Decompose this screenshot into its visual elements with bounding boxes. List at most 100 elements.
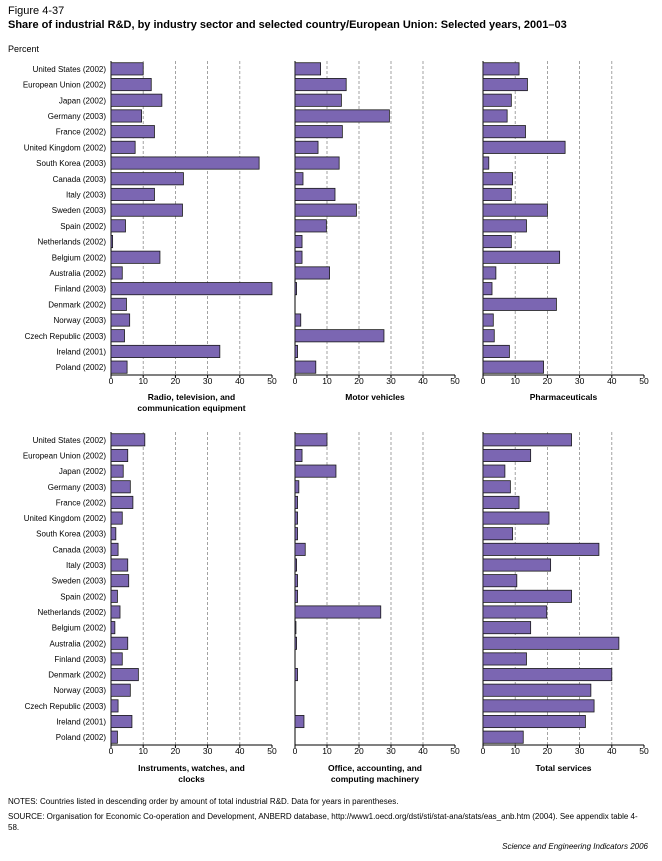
bar [294, 433, 328, 447]
category-label: European Union (2002) [23, 451, 107, 460]
x-tick-label: 30 [203, 376, 213, 386]
bar [482, 266, 497, 280]
x-tick-label: 0 [109, 376, 114, 386]
category-label: Spain (2002) [60, 222, 106, 231]
bar [482, 652, 527, 666]
bar [110, 78, 152, 92]
bar [482, 480, 511, 494]
category-label: United Kingdom (2002) [24, 514, 107, 523]
bar [110, 235, 114, 249]
bar [482, 636, 620, 650]
category-label: France (2002) [56, 498, 107, 507]
bar [110, 62, 144, 76]
chart-area: 0 10 20 30 40 50 United States (2002) European … [23, 61, 649, 784]
bar [482, 448, 532, 462]
bar [482, 511, 550, 525]
bar [294, 93, 342, 107]
bar [110, 250, 161, 264]
bar [110, 219, 126, 233]
notes-block: NOTES: Countries listed in descending or… [8, 796, 648, 837]
bar [482, 78, 528, 92]
bar [110, 589, 118, 603]
bar [482, 156, 490, 170]
credit-text: Science and Engineering Indicators 2006 [502, 842, 648, 851]
bar [110, 203, 183, 217]
category-label: Canada (2003) [53, 175, 107, 184]
category-label: Belgium (2002) [52, 253, 107, 262]
bar [294, 511, 298, 525]
x-tick-label: 10 [510, 376, 520, 386]
bar [110, 636, 129, 650]
category-label: Italy (2003) [66, 561, 106, 570]
bar [482, 203, 548, 217]
x-tick-label: 20 [543, 376, 553, 386]
category-label: Norway (2003) [54, 316, 107, 325]
category-label: Germany (2003) [48, 112, 107, 121]
category-label: Sweden (2003) [52, 577, 107, 586]
bar [110, 313, 131, 327]
category-label: Poland (2002) [56, 363, 107, 372]
bar [482, 235, 512, 249]
x-tick-label: 40 [607, 746, 617, 756]
bar [110, 109, 142, 123]
x-tick-label: 30 [386, 376, 396, 386]
bar [482, 464, 506, 478]
bar [110, 297, 127, 311]
category-label: Finland (2003) [54, 655, 106, 664]
notes-text: NOTES: Countries listed in descending or… [8, 797, 399, 806]
x-tick-label: 10 [510, 746, 520, 756]
bar [294, 636, 298, 650]
bar [294, 574, 298, 588]
x-tick-label: 0 [481, 746, 486, 756]
category-label: Italy (2003) [66, 190, 106, 199]
x-tick-label: 0 [293, 746, 298, 756]
bar [110, 433, 146, 447]
bar [110, 495, 134, 509]
x-axis-title: Total services [535, 763, 591, 773]
bar [110, 652, 123, 666]
bar [110, 329, 125, 343]
bar [294, 715, 305, 729]
bar [294, 125, 343, 139]
category-label: Ireland (2001) [56, 718, 106, 727]
bar [482, 297, 557, 311]
bar [110, 125, 155, 139]
bar [482, 730, 524, 744]
x-tick-label: 50 [267, 746, 277, 756]
bar [294, 542, 306, 556]
x-tick-label: 0 [481, 376, 486, 386]
bar [294, 313, 302, 327]
bar [482, 699, 595, 713]
bar [110, 574, 130, 588]
x-tick-label: 40 [607, 376, 617, 386]
x-tick-label: 50 [450, 376, 460, 386]
bar [482, 574, 518, 588]
bar [482, 715, 586, 729]
bar [110, 360, 128, 374]
bar [110, 464, 124, 478]
bar [294, 668, 298, 682]
x-tick-label: 30 [575, 746, 585, 756]
bar [110, 730, 118, 744]
bar [294, 78, 347, 92]
category-label: European Union (2002) [23, 81, 107, 90]
x-tick-label: 40 [418, 376, 428, 386]
unit-label: Percent [8, 44, 40, 54]
source-text: SOURCE: Organisation for Economic Co-ope… [8, 812, 638, 832]
bar [294, 250, 303, 264]
bar [482, 621, 532, 635]
bar [294, 495, 298, 509]
bar [294, 282, 298, 296]
bar [110, 344, 221, 358]
bar [110, 542, 119, 556]
bar [482, 605, 548, 619]
bar [110, 605, 121, 619]
bar [482, 313, 494, 327]
x-tick-label: 30 [575, 376, 585, 386]
bar [482, 589, 572, 603]
bar [482, 125, 526, 139]
bar [110, 527, 117, 541]
bar [482, 187, 512, 201]
x-tick-label: 20 [171, 746, 181, 756]
bar [294, 329, 385, 343]
